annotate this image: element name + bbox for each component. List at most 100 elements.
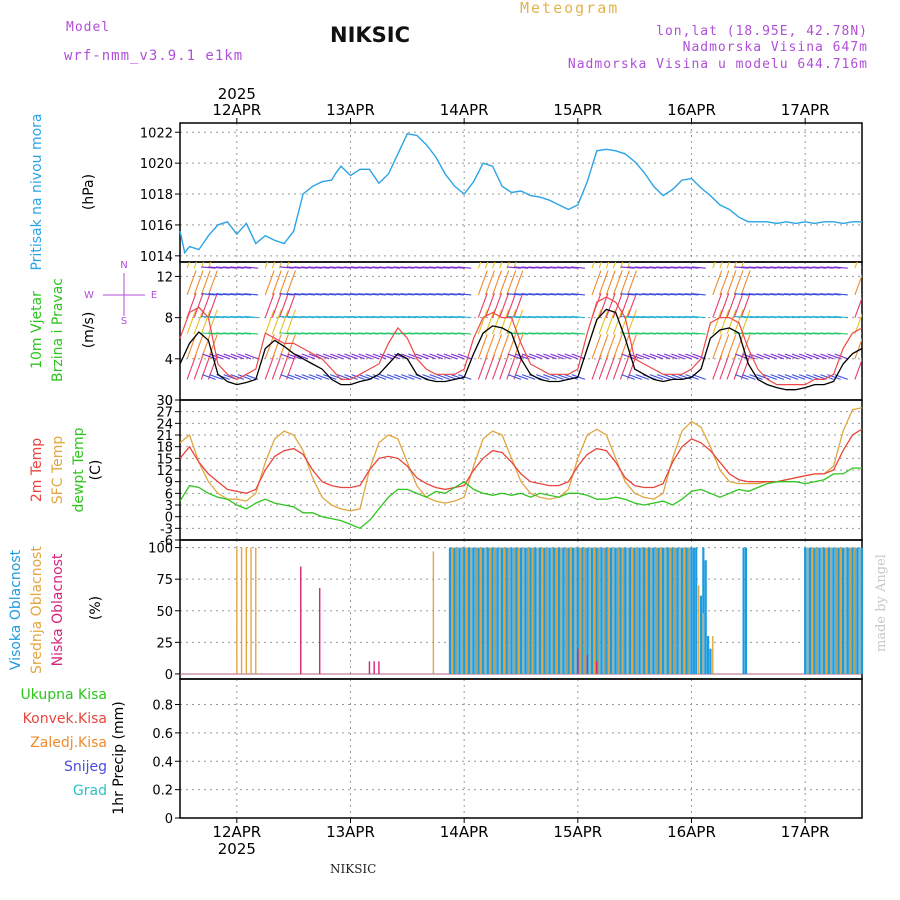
model-label: Model: [66, 20, 111, 35]
wind-arrow: [528, 266, 543, 269]
wind-arrow: [798, 374, 813, 380]
wind-arrow: [556, 293, 571, 296]
wind-arrow: [612, 309, 623, 335]
wind-arrow: [591, 270, 602, 296]
wind-arrow: [741, 315, 756, 319]
wind-arrow: [379, 353, 394, 360]
wind-arrow: [514, 266, 529, 269]
wind-arrow: [278, 270, 289, 296]
wind-arrow: [784, 293, 799, 296]
wind-arrow: [513, 292, 524, 318]
wind-arrow: [357, 332, 372, 335]
wind-arrow: [477, 292, 488, 318]
wind-arrow: [237, 293, 252, 296]
wind-arrow: [691, 293, 706, 296]
wind-arrow: [769, 266, 784, 269]
wind-arrow: [605, 309, 616, 335]
wind-arrow: [264, 334, 275, 359]
wind-arrow: [400, 315, 415, 319]
wind-arrow: [748, 293, 763, 296]
wind-arrow: [435, 315, 451, 319]
wind-arrow: [401, 353, 415, 360]
wind-arrow: [550, 353, 564, 360]
wind-arrow: [407, 293, 422, 296]
wind-arrow: [635, 353, 650, 360]
wind-arrow: [671, 374, 685, 380]
y-tick-label: 100: [148, 542, 173, 557]
wind-arrow: [813, 353, 827, 360]
precip-legend-0: Ukupna Kisa: [20, 687, 107, 703]
wind-arrow: [450, 332, 465, 335]
wind-arrow: [229, 332, 244, 335]
wind-arrow: [343, 332, 358, 335]
wind-arrow: [484, 292, 495, 318]
wind-arrow: [364, 332, 379, 335]
wind-arrow: [443, 315, 458, 319]
wind-arrow: [806, 353, 820, 360]
wind-arrow: [634, 332, 649, 335]
wind-arrow: [400, 266, 415, 269]
wind-arrow: [408, 353, 422, 360]
wind-arrow: [336, 293, 351, 296]
wind-arrow: [605, 354, 616, 380]
wind-arrow: [826, 332, 841, 335]
wind-arrow: [271, 354, 282, 380]
wind-arrow: [827, 374, 841, 380]
wind-arrow: [379, 315, 394, 319]
wind-arrow: [428, 315, 443, 319]
wind-arrow: [457, 266, 472, 269]
wind-arrow: [563, 266, 578, 269]
panel-frame: [179, 122, 863, 263]
wind-arrow: [200, 270, 211, 296]
y-tick-label: 1014: [140, 250, 173, 265]
wind-arrow: [621, 374, 635, 380]
wind-arrow: [222, 266, 237, 269]
wind-arrow: [286, 293, 301, 296]
wind-arrow: [521, 374, 536, 380]
wind-arrow: [484, 262, 489, 269]
wind-arrow: [337, 374, 351, 380]
wind-arrow: [649, 315, 664, 319]
wind-arrow: [180, 378, 181, 380]
wind-arrow: [450, 374, 465, 380]
wind-arrow: [861, 316, 862, 318]
wind-arrow: [344, 374, 358, 380]
y-tick-label: 0: [165, 812, 173, 827]
wind-arrow: [443, 266, 458, 269]
wind-arrow: [656, 293, 671, 296]
wind-arrow: [712, 309, 723, 335]
wind-arrow: [408, 374, 422, 380]
wind-arrow: [734, 315, 749, 319]
wind-arrow: [386, 374, 401, 380]
wind-arrow: [805, 266, 820, 269]
wind-arrow: [762, 332, 777, 335]
y-tick-label: 1022: [140, 126, 173, 141]
wind-arrow: [514, 332, 529, 335]
wind-arrow: [322, 266, 337, 269]
wind-arrow: [477, 262, 482, 269]
wind-arrow: [308, 332, 323, 335]
wind-arrow: [343, 266, 358, 269]
wind-arrow: [542, 293, 557, 296]
wind-arrow: [279, 315, 294, 319]
wind-arrow: [861, 266, 862, 269]
wind-arrow: [492, 270, 502, 296]
wind-arrow: [271, 292, 282, 318]
wind-arrow: [549, 315, 564, 319]
wind-arrow: [457, 315, 472, 319]
wind-arrow: [628, 374, 642, 380]
top-year-label: 2025: [218, 85, 256, 103]
wind-arrow: [784, 353, 799, 360]
wind-arrow: [186, 354, 197, 380]
wind-arrow: [762, 293, 777, 296]
wind-arrow: [386, 332, 401, 335]
wind-arrow: [769, 315, 784, 319]
y-tick-label: 0: [165, 394, 173, 409]
precip-axis-title: 1hr Precip (mm): [111, 701, 127, 814]
wind-arrow: [393, 374, 408, 380]
wind-arrow: [684, 332, 699, 335]
wind-arrow: [776, 332, 792, 335]
wind-arrow: [457, 293, 472, 296]
wind-arrow: [499, 354, 510, 380]
wind-arrow: [237, 332, 252, 335]
